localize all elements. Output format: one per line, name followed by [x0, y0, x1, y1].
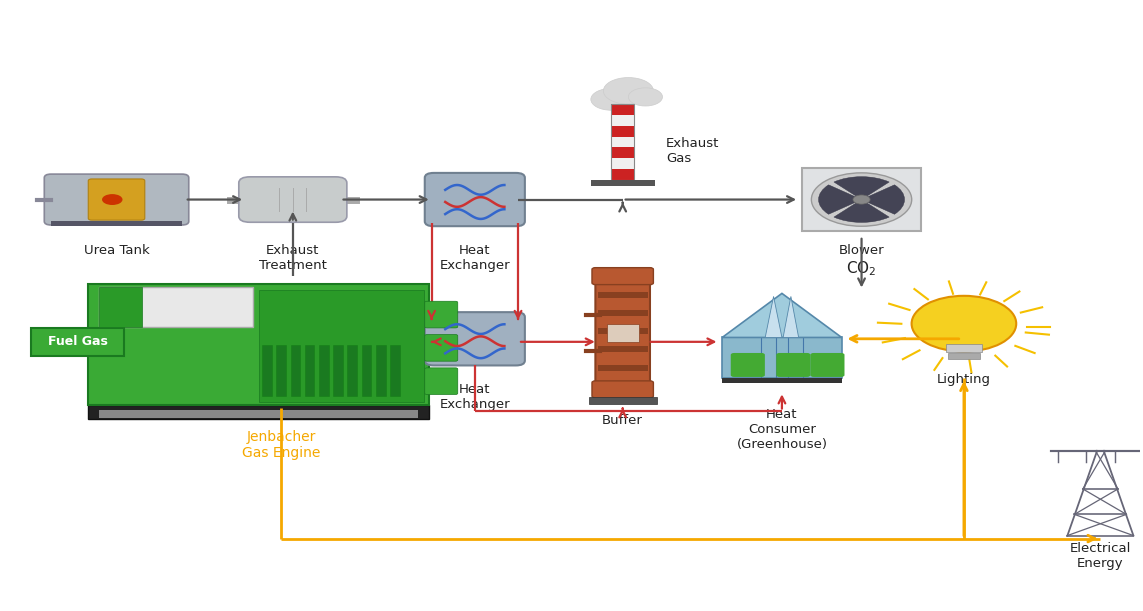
Bar	[591, 180, 655, 186]
FancyBboxPatch shape	[730, 353, 765, 377]
Bar	[589, 397, 657, 404]
FancyBboxPatch shape	[592, 381, 654, 398]
Text: Heat
Exchanger: Heat Exchanger	[440, 383, 510, 411]
Bar	[334, 345, 343, 397]
Bar	[598, 365, 648, 371]
Bar	[88, 405, 430, 419]
Circle shape	[629, 88, 663, 106]
Text: Heat
Exchanger: Heat Exchanger	[440, 244, 510, 272]
Text: Lighting: Lighting	[937, 373, 991, 386]
Bar	[99, 287, 253, 327]
FancyBboxPatch shape	[239, 177, 346, 222]
FancyBboxPatch shape	[425, 368, 457, 395]
Text: Jenbacher
Gas Engine: Jenbacher Gas Engine	[242, 430, 321, 460]
Bar	[612, 104, 634, 180]
FancyBboxPatch shape	[425, 312, 525, 365]
Bar	[612, 137, 634, 147]
FancyBboxPatch shape	[45, 174, 189, 225]
Bar	[945, 344, 982, 351]
Bar	[361, 345, 371, 397]
FancyBboxPatch shape	[596, 277, 650, 388]
Bar	[598, 310, 648, 316]
Polygon shape	[722, 293, 841, 337]
Bar	[607, 324, 639, 342]
Text: Urea Tank: Urea Tank	[83, 244, 150, 257]
Bar	[390, 345, 400, 397]
Text: CO$_2$: CO$_2$	[846, 259, 877, 278]
Bar	[612, 147, 634, 158]
FancyBboxPatch shape	[425, 335, 457, 361]
FancyBboxPatch shape	[88, 179, 145, 220]
Bar	[305, 345, 314, 397]
Polygon shape	[783, 296, 799, 337]
Bar	[949, 353, 980, 359]
FancyBboxPatch shape	[776, 353, 810, 377]
Circle shape	[853, 195, 870, 204]
Bar	[598, 292, 648, 298]
Bar	[277, 345, 286, 397]
Bar	[612, 104, 634, 115]
Bar	[347, 345, 357, 397]
Bar	[290, 345, 301, 397]
Bar	[598, 346, 648, 353]
Bar	[612, 115, 634, 126]
Bar	[99, 409, 418, 417]
Circle shape	[604, 78, 654, 104]
Wedge shape	[862, 185, 904, 214]
Bar	[598, 328, 648, 334]
FancyBboxPatch shape	[425, 301, 457, 328]
Bar	[722, 378, 841, 383]
Bar	[319, 345, 329, 397]
Text: Electrical
Energy: Electrical Energy	[1070, 541, 1132, 569]
Text: Fuel Gas: Fuel Gas	[48, 335, 107, 348]
Bar	[722, 337, 841, 378]
Bar	[88, 284, 430, 405]
Bar	[51, 221, 182, 226]
Polygon shape	[765, 296, 782, 337]
Circle shape	[812, 173, 912, 226]
FancyBboxPatch shape	[425, 173, 525, 226]
Bar	[258, 290, 424, 403]
Circle shape	[591, 89, 632, 110]
Wedge shape	[834, 200, 889, 222]
Circle shape	[102, 194, 122, 205]
Text: Exhaust
Treatment: Exhaust Treatment	[258, 244, 327, 272]
FancyBboxPatch shape	[802, 168, 921, 232]
FancyBboxPatch shape	[592, 268, 654, 285]
Circle shape	[912, 296, 1016, 351]
Bar	[262, 345, 272, 397]
Bar	[612, 126, 634, 137]
Bar	[99, 287, 143, 327]
Bar	[612, 169, 634, 180]
Text: Exhaust
Gas: Exhaust Gas	[666, 137, 719, 165]
Wedge shape	[834, 177, 889, 200]
Text: Blower: Blower	[839, 244, 885, 257]
Text: Heat
Consumer
(Greenhouse): Heat Consumer (Greenhouse)	[736, 408, 828, 452]
Wedge shape	[818, 185, 862, 214]
Text: Buffer: Buffer	[602, 414, 644, 428]
Bar	[612, 158, 634, 169]
Bar	[376, 345, 385, 397]
FancyBboxPatch shape	[31, 328, 125, 356]
FancyBboxPatch shape	[810, 353, 845, 377]
